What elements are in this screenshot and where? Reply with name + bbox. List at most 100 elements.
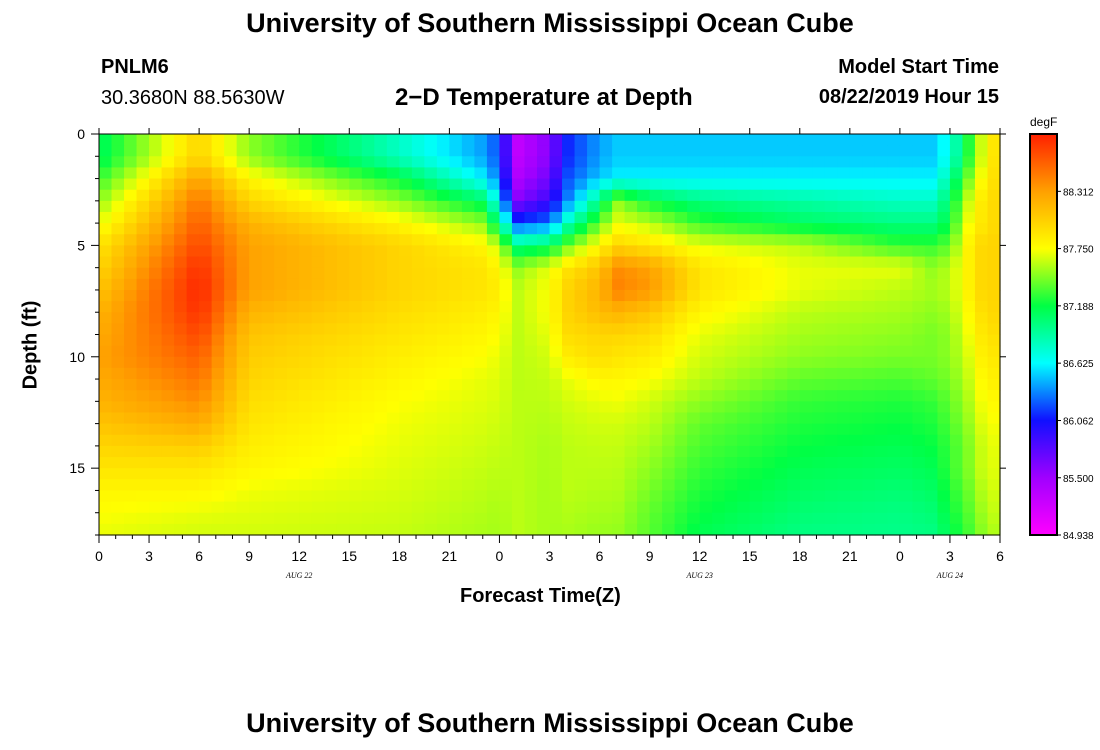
heatmap-cell bbox=[612, 211, 626, 224]
heatmap-cell bbox=[449, 423, 463, 436]
heatmap-cell bbox=[662, 134, 676, 146]
heatmap-cell bbox=[249, 312, 263, 324]
heatmap-cell bbox=[549, 156, 563, 169]
heatmap-cell bbox=[299, 457, 313, 469]
heatmap-cell bbox=[199, 479, 213, 492]
heatmap-cell bbox=[386, 523, 400, 536]
heatmap-cell bbox=[687, 145, 701, 157]
heatmap-cell bbox=[286, 501, 300, 514]
heatmap-cell bbox=[712, 512, 726, 525]
heatmap-cell bbox=[824, 256, 838, 269]
heatmap-cell bbox=[962, 167, 976, 180]
heatmap-cell bbox=[724, 479, 738, 492]
heatmap-cell bbox=[724, 445, 738, 458]
heatmap-cell bbox=[336, 167, 350, 180]
heatmap-cell bbox=[286, 211, 300, 224]
heatmap-cell bbox=[987, 312, 1001, 324]
heatmap-cell bbox=[649, 234, 663, 246]
heatmap-cell bbox=[499, 356, 513, 369]
heatmap-cell bbox=[549, 289, 563, 302]
heatmap-cell bbox=[349, 156, 363, 169]
heatmap-cell bbox=[536, 234, 551, 246]
heatmap-cell bbox=[349, 211, 363, 224]
heatmap-cell bbox=[674, 468, 688, 480]
heatmap-cell bbox=[587, 356, 601, 369]
heatmap-cell bbox=[599, 134, 613, 146]
heatmap-cell bbox=[111, 345, 125, 358]
heatmap-cell bbox=[924, 445, 939, 458]
heatmap-cell bbox=[111, 301, 125, 313]
heatmap-cell bbox=[486, 345, 501, 358]
heatmap-cell bbox=[749, 223, 763, 235]
heatmap-cell bbox=[449, 457, 463, 469]
heatmap-cell bbox=[912, 379, 926, 391]
heatmap-cell bbox=[724, 401, 738, 414]
heatmap-cell bbox=[261, 345, 275, 358]
heatmap-cell bbox=[824, 401, 838, 414]
heatmap-cell bbox=[637, 490, 651, 503]
heatmap-cell bbox=[724, 457, 738, 469]
heatmap-cell bbox=[687, 134, 701, 146]
heatmap-cell bbox=[662, 312, 676, 324]
heatmap-cell bbox=[649, 223, 663, 235]
heatmap-cell bbox=[587, 301, 601, 313]
heatmap-cell bbox=[136, 367, 150, 380]
heatmap-cell bbox=[274, 334, 288, 347]
heatmap-cell bbox=[136, 490, 150, 503]
heatmap-cell bbox=[962, 479, 976, 492]
heatmap-cell bbox=[174, 523, 188, 536]
heatmap-cell bbox=[799, 501, 813, 514]
heatmap-cell bbox=[787, 301, 801, 313]
heatmap-cell bbox=[411, 211, 425, 224]
heatmap-cell bbox=[199, 167, 213, 180]
heatmap-cell bbox=[199, 256, 213, 269]
heatmap-cell bbox=[274, 156, 288, 169]
heatmap-cell bbox=[637, 379, 651, 391]
heatmap-cell bbox=[549, 167, 563, 180]
heatmap-cell bbox=[849, 523, 863, 536]
heatmap-cell bbox=[361, 512, 375, 525]
heatmap-cell bbox=[361, 457, 375, 469]
heatmap-cell bbox=[411, 289, 425, 302]
heatmap-cell bbox=[136, 256, 150, 269]
heatmap-cell bbox=[161, 167, 175, 180]
heatmap-cell bbox=[712, 145, 726, 157]
heatmap-cell bbox=[524, 134, 538, 146]
heatmap-cell bbox=[862, 267, 876, 280]
heatmap-cell bbox=[987, 434, 1001, 447]
heatmap-cell bbox=[236, 134, 250, 146]
heatmap-cell bbox=[787, 379, 801, 391]
heatmap-cell bbox=[211, 367, 225, 380]
heatmap-cell bbox=[712, 156, 726, 169]
heatmap-cell bbox=[274, 468, 288, 480]
heatmap-cell bbox=[949, 512, 964, 525]
heatmap-cell bbox=[436, 312, 450, 324]
heatmap-cell bbox=[974, 479, 989, 492]
heatmap-cell bbox=[274, 267, 288, 280]
heatmap-cell bbox=[386, 223, 400, 235]
heatmap-cell bbox=[837, 200, 851, 213]
heatmap-cell bbox=[499, 156, 513, 169]
heatmap-cell bbox=[874, 234, 888, 246]
heatmap-cell bbox=[899, 134, 913, 146]
heatmap-cell bbox=[324, 256, 338, 269]
heatmap-cell bbox=[149, 345, 163, 358]
heatmap-cell bbox=[649, 390, 663, 402]
heatmap-cell bbox=[824, 156, 838, 169]
heatmap-cell bbox=[99, 267, 113, 280]
heatmap-cell bbox=[324, 234, 338, 246]
heatmap-cell bbox=[511, 367, 526, 380]
heatmap-cell bbox=[562, 312, 576, 324]
heatmap-cell bbox=[812, 278, 826, 291]
heatmap-cell bbox=[774, 401, 788, 414]
heatmap-cell bbox=[862, 501, 876, 514]
heatmap-cell bbox=[962, 223, 976, 235]
heatmap-cell bbox=[874, 134, 888, 146]
heatmap-cell bbox=[149, 412, 163, 425]
heatmap-cell bbox=[361, 501, 375, 514]
heatmap-cell bbox=[549, 401, 563, 414]
heatmap-cell bbox=[174, 468, 188, 480]
heatmap-cell bbox=[211, 323, 225, 336]
heatmap-cell bbox=[361, 312, 375, 324]
heatmap-cell bbox=[562, 501, 576, 514]
